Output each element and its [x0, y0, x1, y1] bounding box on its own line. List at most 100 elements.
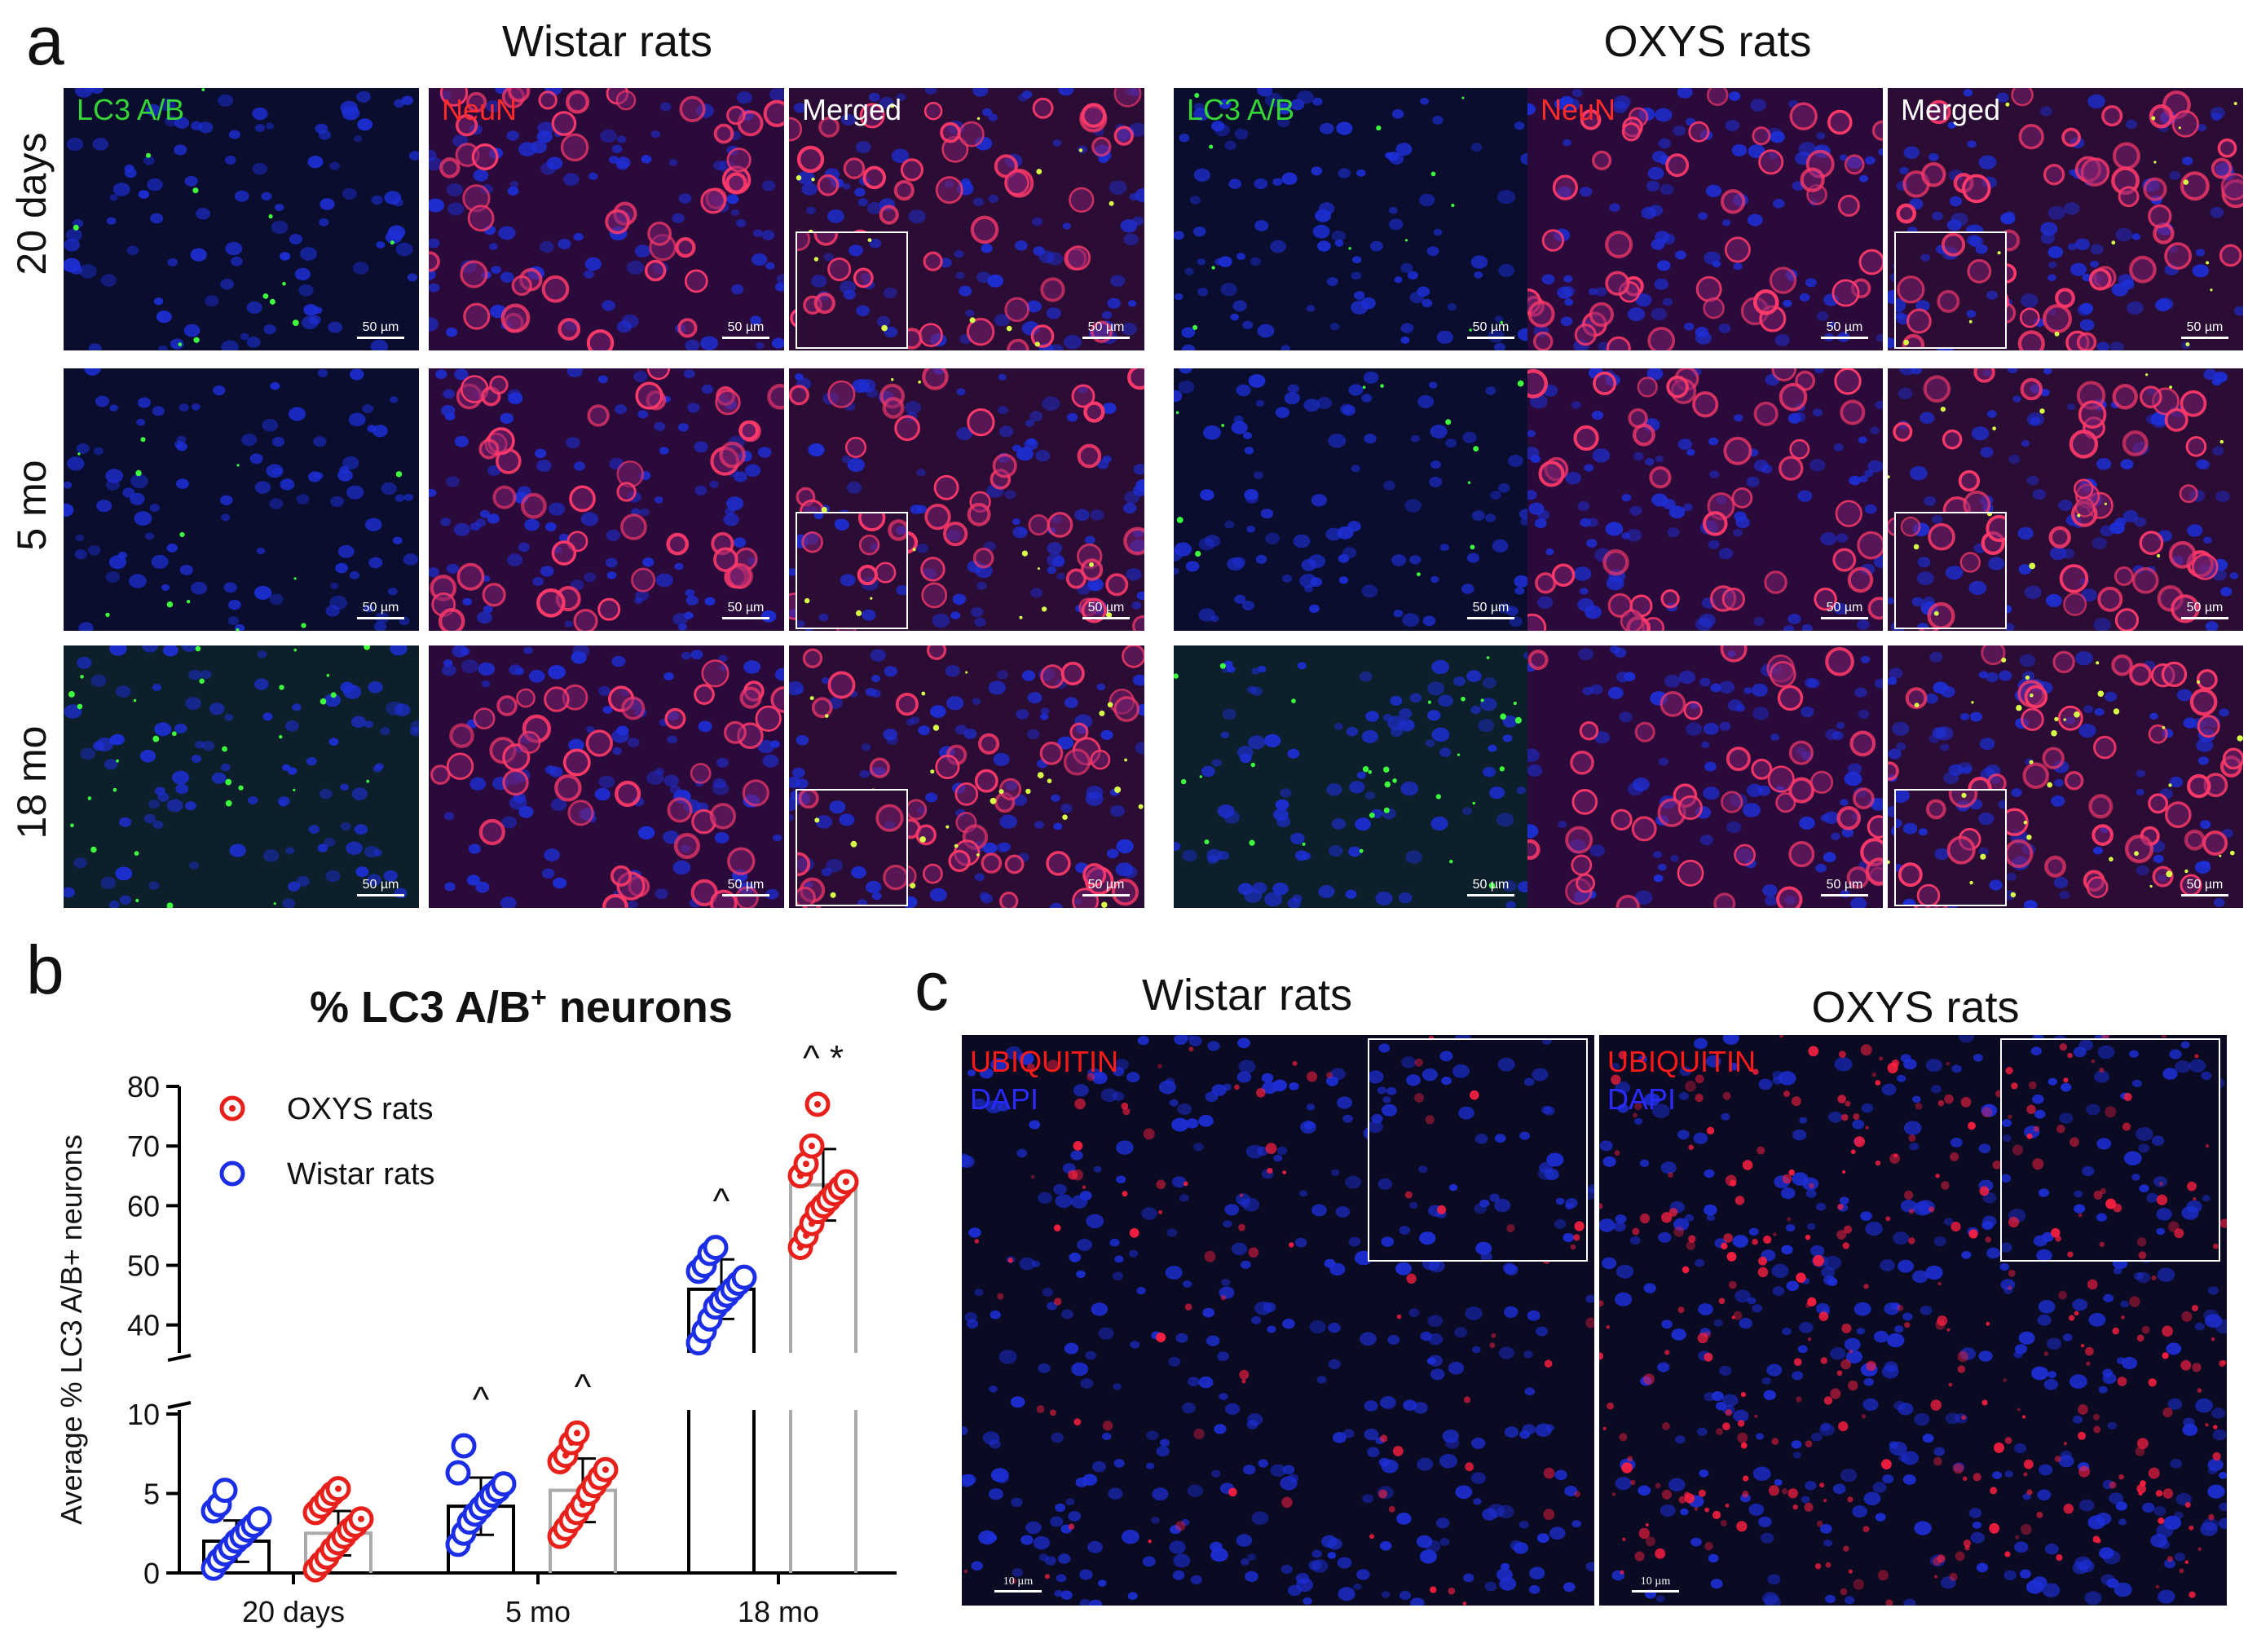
chart-title-sup: + — [531, 982, 547, 1013]
scale-bar: 50 µm — [1821, 601, 1868, 619]
scale-bar-label: 50 µm — [1087, 601, 1125, 615]
data-point-dot — [803, 1161, 809, 1168]
micrograph-oxys-18-mo-merged: 50 µm — [1888, 645, 2243, 908]
scale-bar-label: 50 µm — [727, 320, 765, 334]
ubiquitin-label-ubiquitin: UBIQUITIN — [970, 1045, 1119, 1078]
micrograph-oxys-20-days-merged: Merged 50 µm — [1888, 88, 2243, 350]
micrograph-oxys-5-mo-neun: 50 µm — [1527, 368, 1883, 631]
axis-break-mark — [167, 1354, 192, 1362]
scale-bar-label: 50 µm — [362, 878, 399, 892]
data-point-wistar — [445, 1460, 471, 1486]
scale-bar-line — [1821, 894, 1868, 896]
ubiquitin-label-ubiquitin: UBIQUITIN — [1607, 1045, 1757, 1078]
zoom-inset — [1894, 231, 2007, 349]
scale-bar-label: 50 µm — [1087, 878, 1125, 892]
y-tick-label: 50 — [127, 1249, 160, 1283]
scale-bar-label: 50 µm — [727, 878, 765, 892]
significance-marker: ^ * — [803, 1038, 844, 1078]
scale-bar: 50 µm — [1821, 320, 1868, 339]
zoom-inset — [796, 512, 908, 629]
zoom-inset — [1894, 512, 2007, 629]
panel-a-wistar-title: Wistar rats — [501, 17, 712, 66]
scale-bar-line — [1821, 617, 1868, 619]
data-point-dot — [358, 1515, 364, 1522]
row-label-18-mo: 18 mo — [9, 725, 55, 839]
micrograph-wistar-18-mo-merged: 50 µm — [789, 645, 1144, 908]
scale-bar-line — [722, 337, 769, 339]
x-tick-label: 18 mo — [738, 1595, 819, 1628]
micrograph-oxys-18-mo-neun: 50 µm — [1527, 645, 1883, 908]
micrograph-wistar-20-days-lc3: LC3 A/B 50 µm — [64, 88, 419, 350]
scale-bar-label: 50 µm — [1826, 320, 1863, 334]
scale-bar-label: 50 µm — [1472, 878, 1510, 892]
data-point-dot — [814, 1100, 821, 1108]
scale-bar-line — [1467, 617, 1514, 619]
scale-bar-line — [1467, 337, 1514, 339]
channel-label-merged: Merged — [802, 93, 902, 126]
y-tick-label: 10 — [127, 1398, 160, 1431]
ubiquitin-micrograph-wistar: UBIQUITIN DAPI 10 µm — [962, 1035, 1594, 1606]
scale-bar-label: 50 µm — [2186, 320, 2224, 334]
scale-bar-line — [722, 894, 769, 896]
micrograph-wistar-20-days-merged: Merged 50 µm — [789, 88, 1144, 350]
ubiquitin-micrograph-oxys: UBIQUITIN DAPI 10 µm — [1599, 1035, 2227, 1606]
scale-bar-label: 50 µm — [362, 601, 399, 615]
scale-bar-line — [2181, 617, 2228, 619]
zoom-inset — [796, 231, 908, 349]
micrograph-wistar-5-mo-neun: 50 µm — [429, 368, 784, 631]
scale-bar: 50 µm — [2181, 601, 2228, 619]
micrograph-oxys-5-mo-merged: 50 µm — [1888, 368, 2243, 631]
zoom-inset — [1894, 789, 2007, 906]
scale-bar-line — [357, 894, 404, 896]
data-point-dot — [843, 1178, 849, 1186]
data-point-wistar — [731, 1264, 757, 1290]
data-point-dot — [574, 1430, 580, 1437]
row-label-5-mo: 5 mo — [9, 460, 55, 551]
scale-bar-line — [1821, 337, 1868, 339]
micrograph-oxys-20-days-neun: NeuN 50 µm — [1527, 88, 1883, 350]
scale-bar: 50 µm — [1467, 601, 1514, 619]
scale-bar-label: 50 µm — [1472, 601, 1510, 615]
scale-bar-label: 50 µm — [2186, 878, 2224, 892]
scale-bar-label: 50 µm — [1826, 878, 1863, 892]
legend-marker-dot — [229, 1105, 236, 1112]
scale-bar-label: 50 µm — [727, 601, 765, 615]
y-tick-label: 5 — [143, 1478, 160, 1511]
scale-bar-line — [722, 617, 769, 619]
axis-break-mark — [167, 1401, 192, 1409]
data-point-dot — [602, 1466, 609, 1474]
data-point-wistar — [451, 1433, 477, 1459]
panel-b-letter: b — [26, 932, 64, 1008]
micrograph-oxys-18-mo-lc3: 50 µm — [1174, 645, 1529, 908]
y-tick-label: 60 — [127, 1189, 160, 1222]
scale-bar-label: 10 µm — [1640, 1575, 1671, 1588]
micrograph-wistar-20-days-neun: NeuN 50 µm — [429, 88, 784, 350]
scale-bar: 50 µm — [722, 601, 769, 619]
channel-label-lc3: LC3 A/B — [77, 93, 185, 126]
scale-bar: 50 µm — [2181, 320, 2228, 339]
x-tick-label: 20 days — [242, 1595, 345, 1628]
legend-label-oxys: OXYS rats — [287, 1092, 434, 1126]
y-tick-label: 80 — [127, 1070, 160, 1104]
ubiquitin-label-dapi: DAPI — [1607, 1082, 1677, 1116]
scale-bar-line — [1467, 894, 1514, 896]
scale-bar: 10 µm — [994, 1574, 1042, 1593]
scale-bar-label: 50 µm — [1472, 320, 1510, 334]
legend-label-wistar: Wistar rats — [287, 1157, 435, 1192]
scale-bar-line — [1632, 1590, 1679, 1593]
panel-c-letter: c — [915, 948, 949, 1024]
data-point-wistar — [246, 1506, 272, 1532]
y-tick-label: 0 — [143, 1557, 160, 1590]
scale-bar: 50 µm — [1082, 601, 1130, 619]
scale-bar: 50 µm — [2181, 878, 2228, 896]
legend-marker-wistar — [219, 1161, 245, 1187]
lc3-scatter-chart: 0 5 10 40 50 60 70 80 Average % LC3 A/B+ neurons… — [55, 1038, 897, 1628]
chart-title-main: % LC3 A/B — [310, 983, 531, 1032]
data-point-wistar — [491, 1471, 517, 1497]
significance-marker: ^ — [473, 1380, 490, 1420]
scale-bar: 50 µm — [357, 878, 404, 896]
panel-c-wistar-title: Wistar rats — [1141, 971, 1352, 1020]
channel-label-merged: Merged — [1901, 93, 2001, 126]
row-label-20-days: 20 days — [9, 132, 55, 275]
micrograph-oxys-20-days-lc3: LC3 A/B 50 µm — [1174, 88, 1529, 350]
